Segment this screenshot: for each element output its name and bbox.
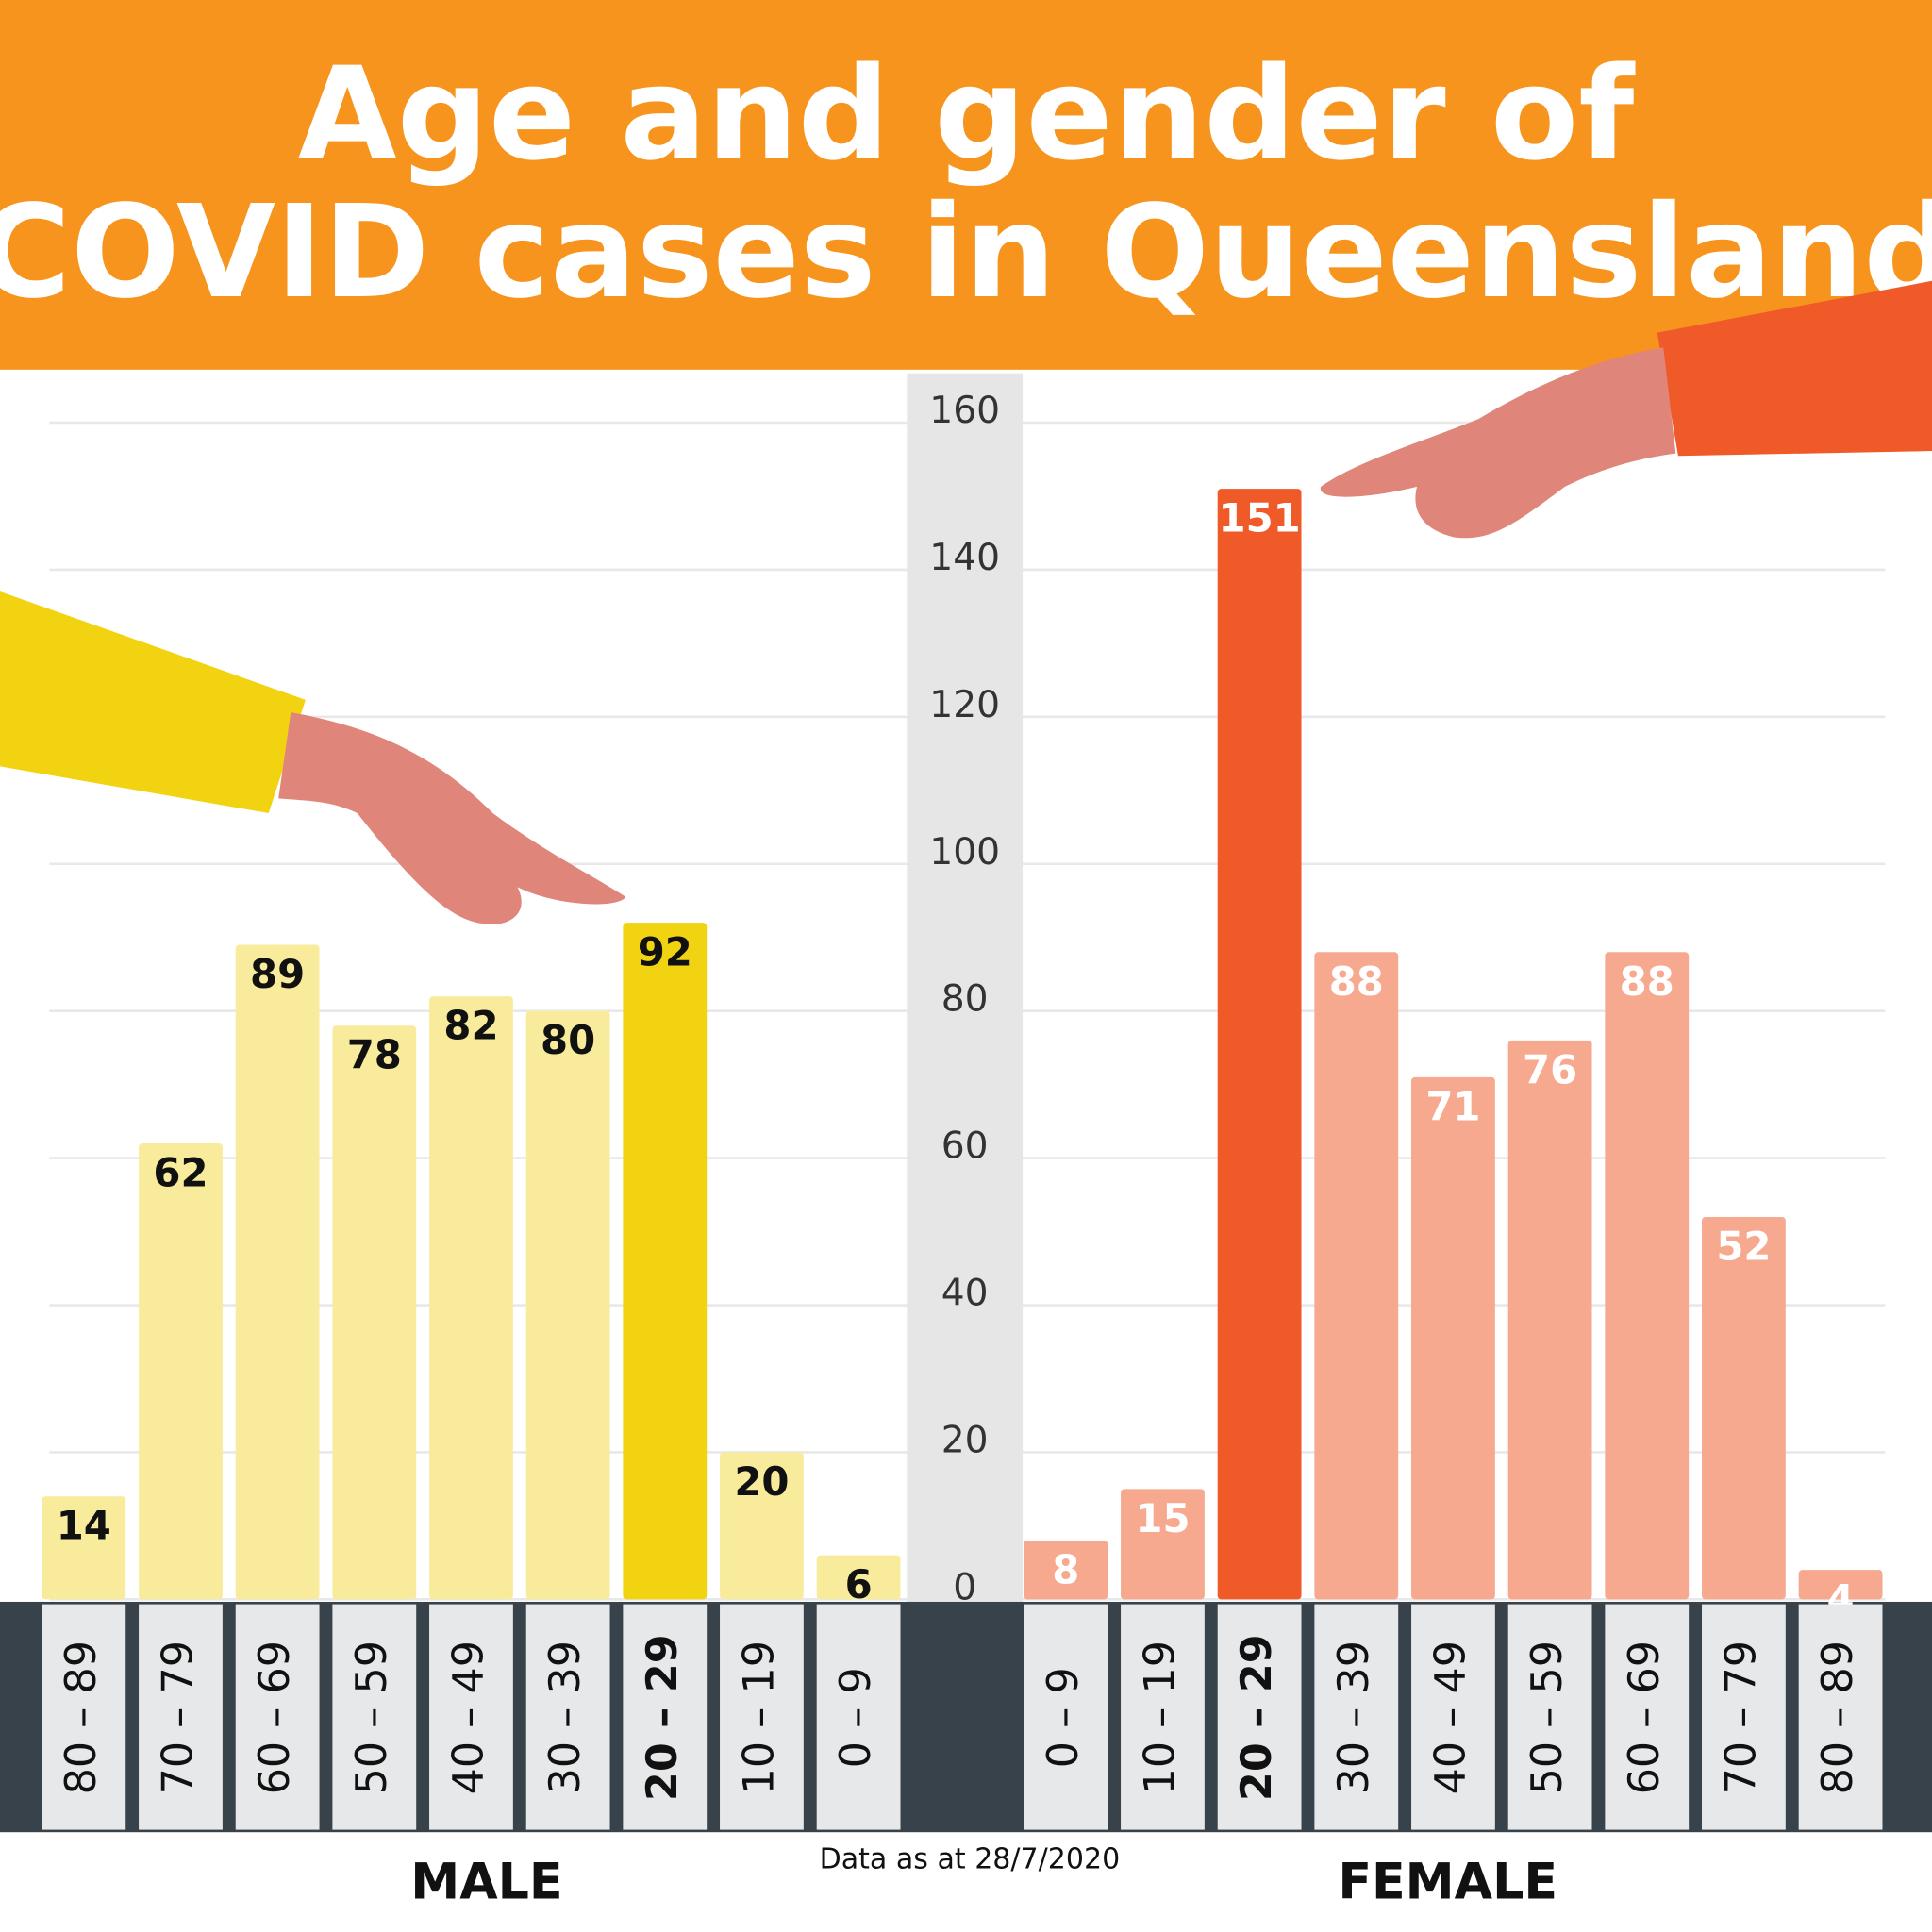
title-line: Age and gender of [298, 41, 1637, 190]
category-box [816, 1604, 901, 1830]
bar [429, 996, 513, 1600]
x-tick-label: 70 – 79 [154, 1641, 202, 1794]
category-box [1411, 1604, 1495, 1830]
value-label: 78 [347, 1032, 402, 1078]
bar [623, 923, 708, 1600]
value-label: 88 [1329, 958, 1384, 1005]
x-tick-label: 70 – 79 [1717, 1641, 1765, 1794]
y-tick-label: 0 [953, 1566, 976, 1608]
category-box [1702, 1604, 1786, 1830]
y-tick-label: 80 [941, 978, 989, 1021]
value-label: 62 [153, 1149, 208, 1195]
category-box [332, 1604, 417, 1830]
y-tick-label: 60 [941, 1125, 989, 1168]
x-tick-label: 0 – 9 [832, 1667, 880, 1768]
x-tick-label: 10 – 19 [735, 1641, 783, 1794]
male-sleeve [0, 591, 306, 814]
x-tick-label: 80 – 89 [1814, 1641, 1862, 1794]
bar [235, 944, 320, 1600]
male-hand [278, 711, 626, 924]
bar [816, 1555, 901, 1600]
x-tick-label: 50 – 59 [1524, 1641, 1572, 1794]
bar [42, 1496, 126, 1600]
bar [1024, 1540, 1108, 1600]
bar [720, 1452, 804, 1600]
category-box [1024, 1604, 1108, 1830]
category-box [429, 1604, 513, 1830]
bar [1702, 1216, 1786, 1600]
value-label: 89 [250, 951, 305, 997]
value-label: 52 [1716, 1223, 1771, 1269]
y-tick-label: 40 [941, 1273, 989, 1315]
bar [1411, 1076, 1495, 1600]
category-box [525, 1604, 610, 1830]
note: Data as at 28/7/2020 [820, 1843, 1121, 1876]
x-tick-label: 30 – 39 [1330, 1641, 1378, 1794]
y-tick-label: 100 [929, 831, 1000, 874]
female-hand [1320, 347, 1676, 539]
bar [139, 1143, 223, 1600]
bar [1217, 489, 1302, 1600]
x-axis-label: MALE [410, 1854, 562, 1910]
female-sleeve [1657, 280, 1932, 457]
value-label: 8 [1052, 1546, 1079, 1592]
bar [1121, 1489, 1205, 1600]
bar [1507, 1040, 1592, 1600]
value-label: 15 [1135, 1495, 1190, 1541]
x-tick-label: 80 – 89 [58, 1641, 106, 1794]
value-label: 20 [734, 1458, 789, 1505]
category-box [1121, 1604, 1205, 1830]
category-box [1605, 1604, 1690, 1830]
bar [1605, 952, 1690, 1600]
bar [1314, 952, 1399, 1600]
x-tick-label: 10 – 19 [1136, 1641, 1184, 1794]
x-tick-label: 60 – 69 [1621, 1641, 1669, 1794]
x-tick-label: 60 – 69 [251, 1641, 299, 1794]
category-box [1798, 1604, 1883, 1830]
value-label: 151 [1219, 495, 1301, 541]
x-axis-label: FEMALE [1338, 1854, 1557, 1910]
value-label: 82 [443, 1003, 498, 1049]
y-tick-label: 120 [929, 684, 1000, 726]
bar [525, 1010, 610, 1600]
y-tick-label: 20 [941, 1419, 989, 1461]
bar [332, 1025, 417, 1600]
x-tick-label: 0 – 9 [1040, 1667, 1088, 1768]
axis-band [907, 373, 1024, 1602]
value-label: 6 [845, 1561, 873, 1607]
category-box [623, 1604, 708, 1830]
category-box [720, 1604, 804, 1830]
x-tick-label: 40 – 49 [1426, 1641, 1474, 1794]
category-box [42, 1604, 126, 1830]
x-tick-label: 50 – 59 [348, 1641, 396, 1794]
category-box [235, 1604, 320, 1830]
title-line: COVID cases in Queensland [0, 178, 1932, 327]
x-tick-label: 30 – 39 [541, 1641, 590, 1794]
value-label: 92 [638, 929, 692, 975]
x-tick-label: 20 – 29 [639, 1634, 687, 1801]
category-box [1217, 1604, 1302, 1830]
bar [1798, 1570, 1883, 1600]
title-band [0, 0, 1932, 370]
x-tick-label: 40 – 49 [444, 1641, 492, 1794]
marks: 0 20 40 60 80 100 120 140 160 14 80 – 89 62 70 – 79 8… [42, 390, 1883, 1830]
value-label: 88 [1620, 958, 1674, 1005]
value-label: 76 [1523, 1046, 1577, 1092]
category-box [1314, 1604, 1399, 1830]
x-tick-label: 20 – 29 [1233, 1634, 1281, 1801]
category-box [1507, 1604, 1592, 1830]
y-tick-label: 160 [929, 390, 1000, 432]
value-label: 80 [541, 1017, 595, 1063]
value-label: 14 [57, 1503, 111, 1549]
value-label: 71 [1425, 1083, 1480, 1129]
y-tick-label: 140 [929, 537, 1000, 579]
category-box [139, 1604, 223, 1830]
